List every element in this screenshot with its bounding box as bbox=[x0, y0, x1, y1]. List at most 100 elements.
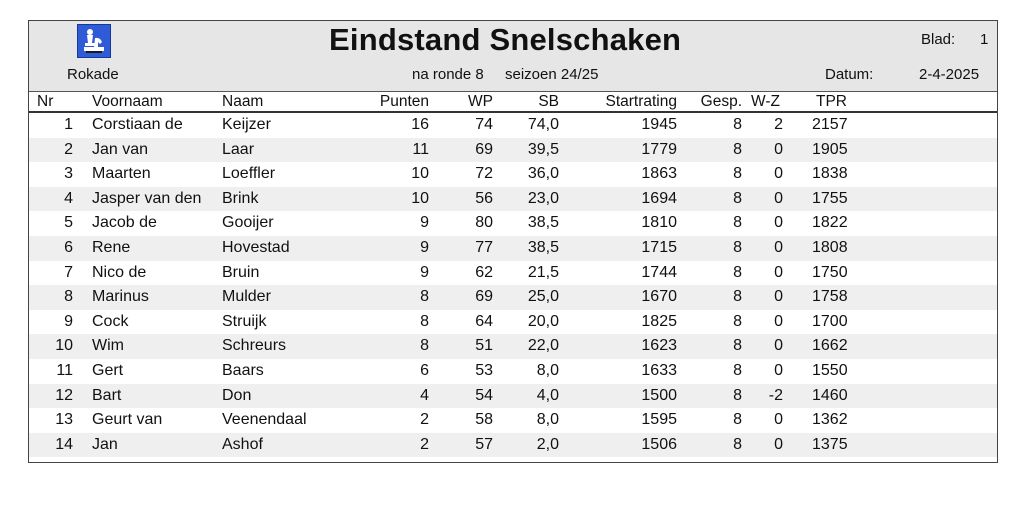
cell-naam: Struijk bbox=[222, 312, 267, 330]
cell-gesp: 8 bbox=[733, 263, 742, 281]
cell-punten: 8 bbox=[420, 312, 429, 330]
cell-wp: 64 bbox=[475, 312, 493, 330]
table-row: 11 Gert Baars 6 53 8,0 1633 8 0 1550 bbox=[29, 359, 997, 384]
sheet-header: Rokade Eindstand Snelschaken Blad: 1 na … bbox=[29, 21, 997, 91]
cell-punten: 10 bbox=[411, 189, 429, 207]
cell-sb: 38,5 bbox=[527, 214, 559, 232]
cell-wp: 62 bbox=[475, 263, 493, 281]
cell-gesp: 8 bbox=[733, 435, 742, 453]
cell-wp: 77 bbox=[475, 238, 493, 256]
cell-voornaam: Gert bbox=[92, 361, 124, 379]
cell-gesp: 8 bbox=[733, 214, 742, 232]
cell-punten: 10 bbox=[411, 165, 429, 183]
cell-tpr: 1808 bbox=[812, 238, 848, 256]
col-header-nr: Nr bbox=[37, 93, 54, 110]
cell-punten: 9 bbox=[420, 263, 429, 281]
cell-naam: Gooijer bbox=[222, 214, 274, 232]
cell-tpr: 1822 bbox=[812, 214, 848, 232]
cell-wp: 53 bbox=[475, 361, 493, 379]
col-header-naam: Naam bbox=[222, 93, 264, 110]
col-header-startrating: Startrating bbox=[605, 93, 677, 110]
table-row: 7 Nico de Bruin 9 62 21,5 1744 8 0 1750 bbox=[29, 261, 997, 286]
cell-startrating: 1744 bbox=[641, 263, 677, 281]
cell-voornaam: Bart bbox=[92, 386, 122, 404]
cell-startrating: 1810 bbox=[641, 214, 677, 232]
cell-gesp: 8 bbox=[733, 165, 742, 183]
cell-punten: 8 bbox=[420, 337, 429, 355]
standings-sheet: Rokade Eindstand Snelschaken Blad: 1 na … bbox=[28, 20, 998, 463]
cell-startrating: 1633 bbox=[641, 361, 677, 379]
cell-tpr: 1375 bbox=[812, 435, 848, 453]
cell-naam: Brink bbox=[222, 189, 259, 207]
cell-sb: 20,0 bbox=[527, 312, 559, 330]
cell-gesp: 8 bbox=[733, 337, 742, 355]
cell-punten: 9 bbox=[420, 238, 429, 256]
cell-nr: 1 bbox=[64, 116, 73, 133]
cell-tpr: 1550 bbox=[812, 361, 848, 379]
cell-sb: 4,0 bbox=[536, 386, 559, 404]
cell-tpr: 1905 bbox=[812, 140, 848, 158]
cell-naam: Schreurs bbox=[222, 337, 287, 355]
sheet-number-value: 1 bbox=[980, 31, 989, 48]
cell-startrating: 1670 bbox=[641, 288, 677, 306]
cell-nr: 3 bbox=[64, 165, 73, 183]
cell-gesp: 8 bbox=[733, 116, 742, 133]
cell-voornaam: Wim bbox=[92, 337, 124, 355]
cell-gesp: 8 bbox=[733, 140, 742, 158]
cell-voornaam: Maarten bbox=[92, 165, 151, 183]
page-title: Eindstand Snelschaken bbox=[329, 22, 682, 57]
cell-punten: 8 bbox=[420, 288, 429, 306]
cell-gesp: 8 bbox=[733, 386, 742, 404]
cell-naam: Don bbox=[222, 386, 252, 404]
cell-tpr: 1700 bbox=[812, 312, 848, 330]
cell-wp: 54 bbox=[475, 386, 493, 404]
date-label: Datum: bbox=[825, 66, 874, 83]
standings-table-body: 1 Corstiaan de Keijzer 16 74 74,0 1945 8 2 2157 2 J… bbox=[29, 113, 997, 458]
cell-voornaam: Jasper van den bbox=[92, 189, 202, 207]
cell-wz: 0 bbox=[774, 361, 783, 379]
table-row: 3 Maarten Loeffler 10 72 36,0 1863 8 0 1838 bbox=[29, 162, 997, 187]
table-row: 4 Jasper van den Brink 10 56 23,0 1694 8 0 1755 bbox=[29, 186, 997, 212]
cell-wp: 57 bbox=[475, 435, 493, 453]
cell-sb: 22,0 bbox=[527, 337, 559, 355]
cell-sb: 8,0 bbox=[536, 411, 559, 429]
cell-wp: 74 bbox=[475, 116, 493, 133]
cell-startrating: 1623 bbox=[641, 337, 677, 355]
cell-punten: 4 bbox=[420, 386, 429, 404]
cell-nr: 2 bbox=[64, 140, 73, 158]
club-name: Rokade bbox=[67, 66, 119, 83]
cell-punten: 11 bbox=[412, 140, 429, 158]
cell-naam: Keijzer bbox=[222, 116, 271, 133]
chess-pieces-icon bbox=[77, 24, 111, 58]
table-row: 1 Corstiaan de Keijzer 16 74 74,0 1945 8 2 2157 bbox=[29, 113, 997, 138]
cell-voornaam: Jan bbox=[92, 435, 118, 453]
col-header-wp: WP bbox=[468, 93, 493, 110]
cell-naam: Baars bbox=[222, 361, 264, 379]
cell-gesp: 8 bbox=[733, 312, 742, 330]
cell-nr: 5 bbox=[64, 214, 73, 232]
cell-wp: 69 bbox=[475, 288, 493, 306]
cell-wp: 72 bbox=[475, 165, 493, 183]
cell-wp: 51 bbox=[475, 337, 493, 355]
table-row: 9 Cock Struijk 8 64 20,0 1825 8 0 1700 bbox=[29, 310, 997, 335]
cell-startrating: 1500 bbox=[641, 386, 677, 404]
cell-wz: 0 bbox=[774, 312, 783, 330]
cell-nr: 10 bbox=[55, 337, 73, 355]
cell-startrating: 1715 bbox=[641, 238, 677, 256]
cell-gesp: 8 bbox=[733, 189, 742, 207]
cell-wp: 58 bbox=[475, 411, 493, 429]
cell-startrating: 1945 bbox=[641, 116, 677, 133]
cell-sb: 36,0 bbox=[527, 165, 559, 183]
cell-wz: 0 bbox=[774, 238, 783, 256]
round-info: na ronde 8 bbox=[412, 66, 484, 83]
col-header-sb: SB bbox=[538, 93, 559, 110]
cell-nr: 12 bbox=[55, 386, 73, 404]
sheet-number-label: Blad: bbox=[921, 31, 956, 48]
cell-wz: 0 bbox=[774, 288, 783, 306]
cell-tpr: 1758 bbox=[812, 288, 848, 306]
table-row: 5 Jacob de Gooijer 9 80 38,5 1810 8 0 1822 bbox=[29, 211, 997, 236]
cell-nr: 13 bbox=[55, 411, 73, 429]
table-row: 10 Wim Schreurs 8 51 22,0 1623 8 0 1662 bbox=[29, 334, 997, 359]
cell-wp: 69 bbox=[475, 140, 493, 158]
cell-tpr: 1662 bbox=[812, 337, 848, 355]
